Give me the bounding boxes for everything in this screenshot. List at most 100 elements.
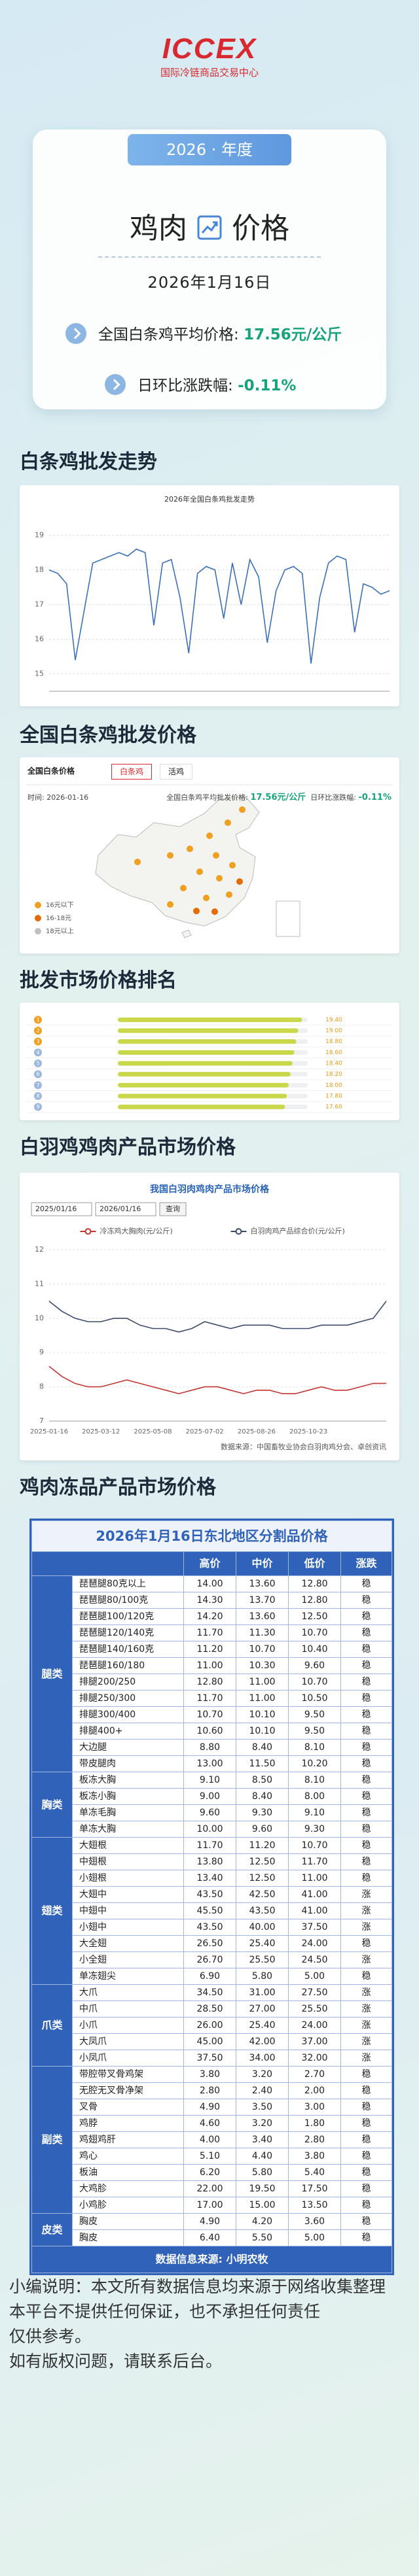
summary-card [33, 129, 386, 409]
avg-value: 17.56元/公斤 [250, 793, 306, 802]
price-cell: 涨 [340, 1902, 393, 1919]
price-cell: 13.80 [183, 1853, 236, 1870]
price-cell: 27.00 [236, 2001, 289, 2018]
price-cell: 9.50 [288, 1706, 341, 1723]
data-row: 大凤爪 45.00 42.00 37.00 涨 [32, 2033, 393, 2050]
price-cell: 10.70 [288, 1837, 341, 1854]
price-cell: 3.60 [288, 2213, 341, 2230]
avg-row: 全国白条鸡平均价格: 17.56元/公斤 [65, 322, 342, 348]
price-cell: 4.40 [236, 2148, 289, 2165]
y-tick-label: 16 [35, 635, 44, 644]
data-row: 单冻毛胸 9.60 9.30 9.10 稳 [32, 1804, 393, 1821]
legend-label: 18元以上 [46, 927, 74, 935]
price-cell: 稳 [340, 2131, 393, 2148]
price-cell: 41.00 [288, 1902, 341, 1919]
price-cell: 8.00 [288, 1788, 341, 1805]
y-tick-label: 11 [35, 1279, 44, 1288]
product-name: 无腔无叉骨净架 [72, 2082, 184, 2099]
rank-badge [34, 1016, 42, 1024]
legend-label: 16元以下 [46, 902, 74, 909]
data-row: 大全翅 26.50 25.40 24.00 稳 [32, 1935, 393, 1952]
price-cell: 12.80 [183, 1674, 236, 1691]
price-cell: 24.00 [288, 2017, 341, 2034]
price-cell: 11.70 [183, 1837, 236, 1854]
map: 16元以下 16-18元 18元以上 [26, 784, 393, 938]
data-row: 叉骨 4.90 3.50 3.00 稳 [32, 2099, 393, 2116]
price-cell: 9.60 [288, 1657, 341, 1674]
rank-badge [34, 1037, 42, 1046]
price-cell: 6.20 [183, 2164, 236, 2181]
data-row: 鸡翅鸡肝 4.00 3.40 2.80 稳 [32, 2131, 393, 2148]
query-button[interactable] [159, 1202, 187, 1216]
price-cell: 10.40 [288, 1641, 341, 1658]
price-cell: 11.70 [183, 1624, 236, 1641]
legend-dot [35, 915, 41, 921]
product-name: 板冻小胸 [72, 1788, 184, 1805]
price-cell: 22.00 [183, 2180, 236, 2197]
data-row: 琵琶腿100/120克 14.20 13.60 12.50 稳 [32, 1608, 393, 1625]
chart-panel: 2026年全国白条鸡批发走势 15 16 17 18 19 [20, 485, 399, 706]
price-cell: 稳 [340, 1657, 393, 1674]
price-cell: 12.80 [288, 1575, 341, 1592]
price-cell: 稳 [340, 2213, 393, 2230]
x-tick-label: 2025-07-02 [186, 1428, 224, 1435]
price-cell: 涨 [340, 2001, 393, 2018]
category-cell: 腿类 [31, 1575, 73, 1772]
white-feather-chart: 我国白羽肉鸡肉产品市场价格 2025/01/16 2026/01/16 查询 数… [30, 1184, 387, 1451]
data-row: 小翅根 13.40 12.50 11.00 稳 [32, 1870, 393, 1887]
date-input[interactable] [31, 1202, 92, 1216]
price-dots [134, 806, 246, 908]
data-row: 排腿250/300 11.70 11.00 10.50 稳 [32, 1690, 393, 1707]
y-tick-label: 10 [35, 1314, 44, 1322]
trend-icon [197, 215, 222, 240]
price-cell: 24.00 [288, 1935, 341, 1952]
chart-panel: 我国白羽肉鸡肉产品市场价格 2025/01/16 2026/01/16 查询 数… [20, 1173, 399, 1460]
category-cell: 副类 [31, 2066, 73, 2214]
price-cell: 45.00 [183, 2033, 236, 2050]
bullet [65, 323, 86, 344]
rank-badge [34, 1070, 42, 1078]
price-cell: 2.70 [288, 2066, 341, 2083]
data-row: 中爪 28.50 27.00 25.50 涨 [32, 2001, 393, 2018]
price-cell: 稳 [340, 1853, 393, 1870]
header-cell: 涨跌 [340, 1551, 393, 1576]
price-cell: 8.10 [288, 1739, 341, 1756]
price-cell: 11.00 [288, 1870, 341, 1887]
source: 数据来源：中国畜牧业协会白羽肉鸡分会、卓创资讯 [221, 1442, 386, 1451]
product-name: 小鸡胗 [72, 2197, 184, 2214]
price-cell: 5.50 [236, 2229, 289, 2246]
price-cell: 11.20 [183, 1641, 236, 1658]
price-cell: 12.50 [288, 1608, 341, 1625]
tab[interactable]: 白条鸡 [111, 764, 153, 780]
logo-mark: ICCEX [162, 33, 257, 65]
table-title: 2026年1月16日东北地区分割品价格 [31, 1520, 393, 1552]
legend-label: 16-18元 [46, 915, 71, 922]
bar [118, 1028, 299, 1033]
table-frame: 2026年1月16日东北地区分割品价格 高价 中价 低价 涨跌 腿类 琵琶腿80克以上 14.… [29, 1519, 395, 2275]
price-cell: 8.50 [236, 1772, 289, 1789]
product-name: 中爪 [72, 2001, 184, 2018]
date-input[interactable] [95, 1202, 156, 1216]
price-cell: 稳 [340, 1641, 393, 1658]
data-row: 排腿200/250 12.80 11.00 10.70 稳 [32, 1674, 393, 1691]
price-cell: 10.70 [288, 1624, 341, 1641]
product-name: 琵琶腿80克以上 [72, 1575, 184, 1592]
price-cell: 14.00 [183, 1575, 236, 1592]
tab[interactable]: 活鸡 [160, 764, 193, 780]
data-row: 板冻小胸 9.00 8.40 8.00 稳 [32, 1788, 393, 1805]
price-cell: 10.10 [236, 1723, 289, 1740]
date-to: 2026/01/16 [100, 1205, 141, 1213]
price-cell: 涨 [340, 1919, 393, 1936]
price-cell: 2.80 [183, 2082, 236, 2099]
footer-line: 仅供参考。 [9, 2327, 92, 2346]
data-row: 琵琶腿120/140克 11.70 11.30 10.70 稳 [32, 1624, 393, 1641]
price-cell: 13.50 [288, 2197, 341, 2214]
price-cell: 25.50 [288, 2001, 341, 2018]
chart-title: 我国白羽肉鸡肉产品市场价格 [150, 1184, 270, 1195]
price-cell: 9.50 [288, 1723, 341, 1740]
price-cell: 42.00 [236, 2033, 289, 2050]
price-cell: 稳 [340, 1788, 393, 1805]
data-row: 小爪 26.00 25.40 24.00 涨 [32, 2017, 393, 2034]
price-cell: 14.30 [183, 1592, 236, 1609]
price-cell: 17.00 [183, 2197, 236, 2214]
